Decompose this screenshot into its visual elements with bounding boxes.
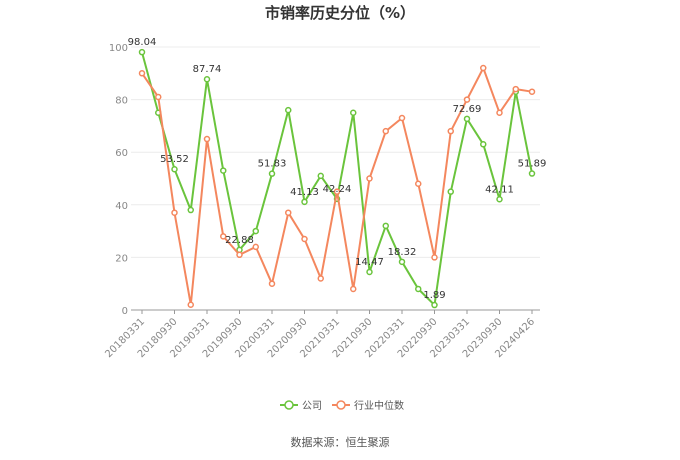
- data-labels: 98.04 53.52 87.74 22.88 51.83 41.13 42.24 14.47…: [128, 37, 547, 301]
- data-point: [431, 301, 438, 309]
- y-tick-label: 0: [122, 306, 128, 317]
- data-label: 42.24: [323, 184, 352, 195]
- data-point: [138, 70, 146, 77]
- data-label: 42.11: [485, 184, 514, 195]
- data-point: [496, 109, 503, 116]
- data-point: [333, 188, 341, 195]
- legend-label: 公司: [302, 401, 322, 412]
- y-tick-label: 40: [115, 201, 128, 212]
- data-label: 41.13: [290, 187, 319, 198]
- data-label: 51.83: [258, 159, 287, 170]
- data-point: [187, 301, 194, 308]
- data-point: [268, 280, 276, 287]
- data-point: [317, 172, 324, 180]
- data-label: 87.74: [193, 64, 222, 75]
- data-label: 53.52: [160, 154, 189, 165]
- data-point: [382, 222, 389, 230]
- data-label: 51.89: [518, 159, 547, 170]
- data-point: [398, 258, 406, 266]
- data-point: [431, 254, 438, 261]
- y-tick-label: 60: [115, 148, 128, 159]
- data-label: 22.88: [225, 235, 254, 246]
- legend-label: 行业中位数: [354, 399, 404, 412]
- data-point: [138, 48, 146, 56]
- data-point: [252, 227, 259, 235]
- data-point: [285, 209, 292, 216]
- data-point: [220, 167, 227, 174]
- data-point: [203, 135, 211, 143]
- data-point: [350, 109, 357, 116]
- data-point: [463, 96, 471, 103]
- y-tick-label: 20: [115, 253, 128, 264]
- data-point: [366, 268, 373, 276]
- data-point: [480, 141, 487, 148]
- data-point: [398, 114, 406, 122]
- legend-swatch-marker: [284, 400, 294, 410]
- data-point: [528, 170, 536, 177]
- axes: 0204060801002018033120180930201903312019…: [103, 43, 540, 360]
- series-group: [138, 48, 536, 309]
- data-point: [220, 233, 227, 240]
- data-point: [171, 165, 178, 173]
- data-point: [285, 106, 292, 114]
- data-point: [155, 93, 162, 101]
- legend[interactable]: 公司 行业中位数: [280, 399, 404, 412]
- data-point: [415, 180, 422, 188]
- data-label: 98.04: [128, 37, 157, 48]
- y-tick-label: 100: [109, 43, 128, 54]
- data-point: [301, 235, 308, 243]
- chart-title: 市销率历史分位（%）: [265, 4, 415, 22]
- data-label: 72.69: [453, 104, 482, 115]
- source-text: 数据来源：恒生聚源: [291, 435, 390, 449]
- data-point: [528, 88, 536, 95]
- data-point: [447, 188, 454, 195]
- data-point: [203, 75, 211, 83]
- legend-swatch-marker: [336, 400, 346, 410]
- data-point: [268, 170, 276, 177]
- data-point: [480, 64, 487, 72]
- series-line-company: [141, 51, 533, 306]
- legend-item-industry-median[interactable]: 行业中位数: [332, 399, 404, 412]
- data-point: [252, 243, 259, 251]
- data-point: [350, 285, 357, 293]
- data-point: [496, 196, 503, 203]
- data-label: 18.32: [388, 247, 417, 258]
- data-label: 14.47: [355, 257, 384, 268]
- y-tick-label: 80: [115, 96, 128, 107]
- data-point: [317, 275, 324, 282]
- data-point: [415, 285, 422, 293]
- data-point: [512, 85, 519, 93]
- legend-item-company[interactable]: 公司: [280, 400, 322, 412]
- data-point: [366, 175, 373, 182]
- data-point: [301, 198, 308, 206]
- data-label: 1.89: [423, 290, 445, 301]
- data-point: [463, 115, 471, 123]
- data-point: [187, 206, 194, 214]
- data-point: [382, 127, 389, 135]
- data-point: [171, 209, 178, 216]
- data-point: [236, 251, 243, 259]
- data-point: [447, 127, 454, 135]
- grid-lines: [131, 46, 540, 258]
